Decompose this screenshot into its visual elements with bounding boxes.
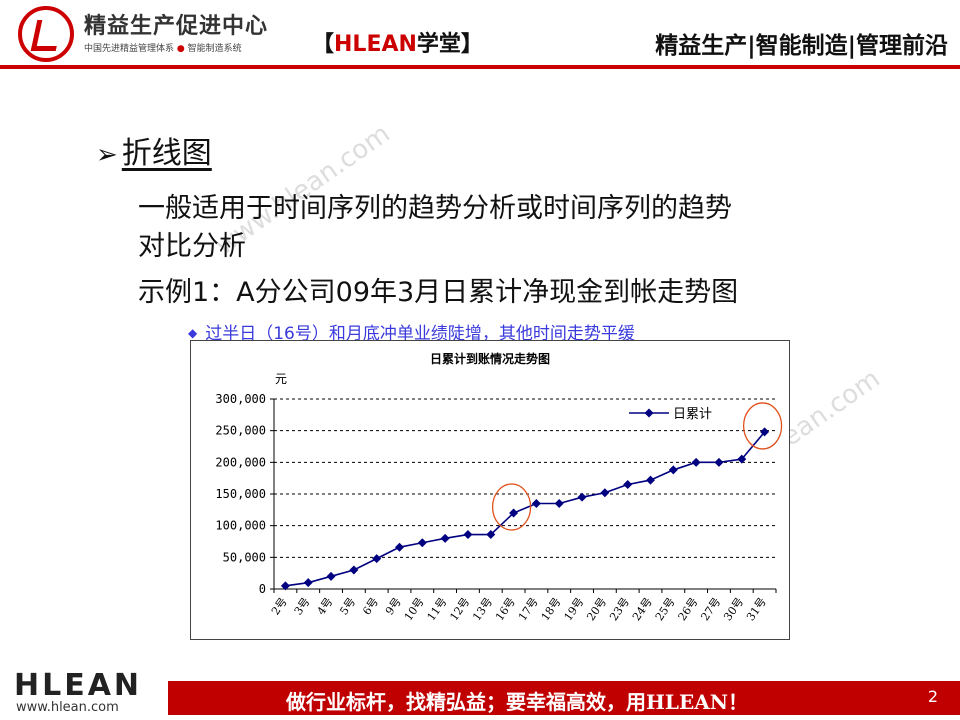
y-tick-label: 200,000 [215, 455, 266, 469]
data-point [395, 542, 404, 552]
y-tick-label: 300,000 [215, 392, 266, 406]
header-divider [0, 65, 960, 69]
x-tick-label: 12号 [447, 595, 472, 623]
data-point [486, 530, 496, 540]
data-point [417, 538, 427, 548]
section-title-text: 折线图 [121, 136, 212, 171]
chart-note: ◆ 过半日（16号）和月底冲单业绩陡增，其他时间走势平缓 [188, 319, 635, 344]
footer-slogan: 做行业标杆，找精弘益；要幸福高效，用HLEAN！ [286, 690, 749, 714]
data-point [760, 427, 770, 437]
brand-subtitle-b: 智能制造系统 [187, 44, 242, 54]
data-point [737, 454, 747, 464]
line-chart: 日累计到账情况走势图元 0 50,000 100,000 150,000 200,000 2… [190, 340, 790, 640]
data-point [714, 457, 724, 467]
y-tick-label: 100,000 [215, 519, 266, 533]
data-point [326, 571, 336, 581]
x-tick-label: 19号 [562, 595, 587, 623]
x-tick-label: 24号 [630, 595, 655, 623]
highlight-circle [742, 402, 783, 450]
x-tick-label: 23号 [607, 595, 632, 623]
y-tick-label: 250,000 [215, 424, 266, 438]
data-point [554, 499, 564, 508]
x-tick-label: 13号 [470, 595, 495, 623]
y-tick-label: 50,000 [223, 550, 266, 564]
x-tick-label: 27号 [698, 595, 723, 623]
x-tick-label: 4号 [315, 595, 336, 617]
highlight-circle [491, 483, 532, 531]
data-point [691, 457, 701, 467]
x-tick-label: 3号 [292, 595, 313, 617]
header-academy: 学堂】 [416, 32, 483, 57]
x-tick-label: 25号 [653, 595, 678, 623]
x-tick-label: 17号 [516, 595, 541, 623]
brand-logo-icon [18, 6, 74, 62]
footer-url[interactable]: www.hlean.com [16, 700, 119, 715]
brand-subtitle: 中国先进精益管理体系 ● 智能制造系统 [84, 41, 242, 54]
footer-logo: HLEAN [14, 668, 143, 703]
x-tick-label: 9号 [383, 595, 404, 617]
header-bracket: 【 [312, 32, 335, 57]
data-point [440, 533, 450, 543]
legend-label: 日累计 [673, 407, 712, 422]
description-line-1: 一般适用于时间序列的趋势分析或时间序列的趋势 [138, 193, 732, 224]
data-point [280, 581, 290, 591]
x-tick-label: 20号 [584, 595, 609, 623]
x-tick-label: 31号 [744, 595, 769, 623]
series-line [285, 431, 766, 587]
brand-title: 精益生产促进中心 [84, 14, 269, 39]
data-point [509, 508, 519, 518]
data-point [372, 554, 382, 564]
x-tick-label: 16号 [493, 595, 518, 623]
x-tick-label: 6号 [360, 595, 381, 617]
y-axis-label: 元 [275, 372, 287, 386]
y-tick-label: 150,000 [215, 487, 266, 501]
x-tick-label: 26号 [676, 595, 701, 623]
section-title: ➢ 折线图 [96, 128, 212, 172]
x-tick-label: 18号 [539, 595, 564, 623]
data-point [600, 488, 610, 498]
diamond-bullet-icon: ◆ [188, 326, 198, 340]
header-academy-title: 【HLEAN学堂】 [312, 26, 483, 58]
x-tick-label: 11号 [425, 595, 450, 623]
footer-bar: 做行业标杆，找精弘益；要幸福高效，用HLEAN！ 2 [168, 681, 960, 715]
header-brand: HLEAN [334, 32, 417, 57]
brand-subtitle-a: 中国先进精益管理体系 [84, 44, 175, 54]
data-point [463, 530, 473, 540]
description-line-2: 对比分析 [138, 231, 246, 262]
data-point [531, 499, 541, 508]
data-point [668, 465, 678, 475]
legend-marker [644, 408, 654, 418]
data-point [349, 565, 359, 575]
slide-header: 精益生产促进中心 中国先进精益管理体系 ● 智能制造系统 【HLEAN学堂】 精… [0, 0, 960, 69]
x-tick-label: 30号 [721, 595, 746, 623]
brand-subtitle-dot: ● [176, 44, 185, 54]
data-point [577, 492, 587, 502]
header-tagline: 精益生产|智能制造|管理前沿 [655, 33, 948, 59]
data-point [623, 480, 633, 489]
x-tick-label: 2号 [269, 595, 290, 617]
example-title: 示例1：A分公司09年3月日累计净现金到帐走势图 [138, 277, 739, 308]
chart-title: 日累计到账情况走势图 [430, 351, 550, 366]
data-point [303, 578, 313, 588]
chart-note-text: 过半日（16号）和月底冲单业绩陡增，其他时间走势平缓 [205, 324, 635, 344]
data-point [646, 475, 655, 485]
page-number: 2 [927, 687, 938, 706]
x-tick-label: 10号 [402, 595, 427, 623]
x-tick-label: 5号 [337, 595, 358, 617]
y-tick-label: 0 [259, 582, 266, 596]
arrow-bullet-icon: ➢ [96, 140, 118, 170]
